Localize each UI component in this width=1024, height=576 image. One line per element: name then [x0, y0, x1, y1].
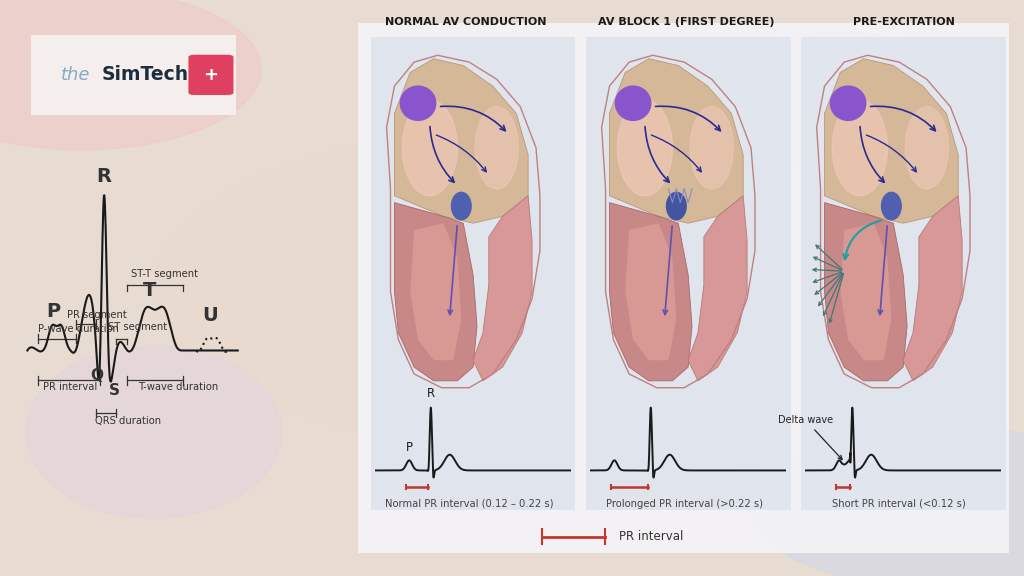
Text: P: P [406, 441, 413, 454]
Text: ST-T segment: ST-T segment [131, 269, 198, 279]
Polygon shape [394, 203, 477, 381]
FancyBboxPatch shape [14, 32, 248, 118]
Ellipse shape [0, 0, 261, 150]
Text: ST segment: ST segment [109, 322, 168, 332]
Text: T-wave duration: T-wave duration [138, 382, 218, 392]
Text: Short PR interval (<0.12 s): Short PR interval (<0.12 s) [833, 499, 966, 509]
Ellipse shape [696, 32, 983, 176]
Polygon shape [473, 196, 532, 381]
Text: PR interval: PR interval [43, 382, 97, 392]
Text: AV BLOCK 1 (FIRST DEGREE): AV BLOCK 1 (FIRST DEGREE) [598, 17, 774, 27]
Ellipse shape [615, 86, 651, 120]
Ellipse shape [690, 107, 733, 189]
Polygon shape [394, 59, 528, 223]
Text: Q: Q [90, 369, 103, 384]
Text: R: R [427, 386, 435, 400]
Text: Delta wave: Delta wave [778, 415, 842, 460]
Text: P: P [46, 302, 60, 321]
Text: PR segment: PR segment [67, 310, 127, 320]
Text: S: S [109, 383, 120, 398]
Ellipse shape [905, 107, 948, 189]
Text: P-wave duration: P-wave duration [38, 324, 119, 334]
FancyBboxPatch shape [355, 20, 1012, 556]
Ellipse shape [617, 100, 673, 196]
Ellipse shape [402, 100, 458, 196]
Polygon shape [688, 196, 748, 381]
Ellipse shape [830, 86, 866, 120]
Ellipse shape [833, 100, 888, 196]
Text: U: U [203, 306, 218, 325]
Ellipse shape [667, 192, 686, 220]
Text: QRS duration: QRS duration [94, 416, 161, 426]
Text: R: R [96, 167, 112, 186]
Ellipse shape [154, 130, 870, 446]
Polygon shape [841, 223, 891, 361]
Ellipse shape [400, 86, 436, 120]
Polygon shape [824, 59, 958, 223]
Ellipse shape [452, 192, 471, 220]
FancyBboxPatch shape [367, 28, 580, 519]
Ellipse shape [26, 346, 282, 518]
Polygon shape [609, 59, 743, 223]
Text: the: the [61, 66, 90, 84]
FancyBboxPatch shape [582, 28, 795, 519]
Text: PRE-EXCITATION: PRE-EXCITATION [853, 17, 955, 27]
FancyBboxPatch shape [797, 28, 1010, 519]
Polygon shape [626, 223, 676, 361]
Polygon shape [824, 203, 907, 381]
Ellipse shape [748, 426, 1024, 576]
Text: NORMAL AV CONDUCTION: NORMAL AV CONDUCTION [385, 17, 547, 27]
Polygon shape [609, 203, 692, 381]
FancyBboxPatch shape [188, 55, 233, 95]
Text: SimTech: SimTech [101, 66, 189, 84]
Polygon shape [411, 223, 461, 361]
Ellipse shape [475, 107, 518, 189]
Polygon shape [903, 196, 963, 381]
Ellipse shape [882, 192, 901, 220]
Text: +: + [204, 66, 218, 84]
Ellipse shape [609, 202, 865, 317]
Text: PR interval: PR interval [618, 530, 683, 543]
Text: Prolonged PR interval (>0.22 s): Prolonged PR interval (>0.22 s) [605, 499, 763, 509]
Text: T: T [143, 281, 157, 300]
Text: Normal PR interval (0.12 – 0.22 s): Normal PR interval (0.12 – 0.22 s) [385, 499, 553, 509]
